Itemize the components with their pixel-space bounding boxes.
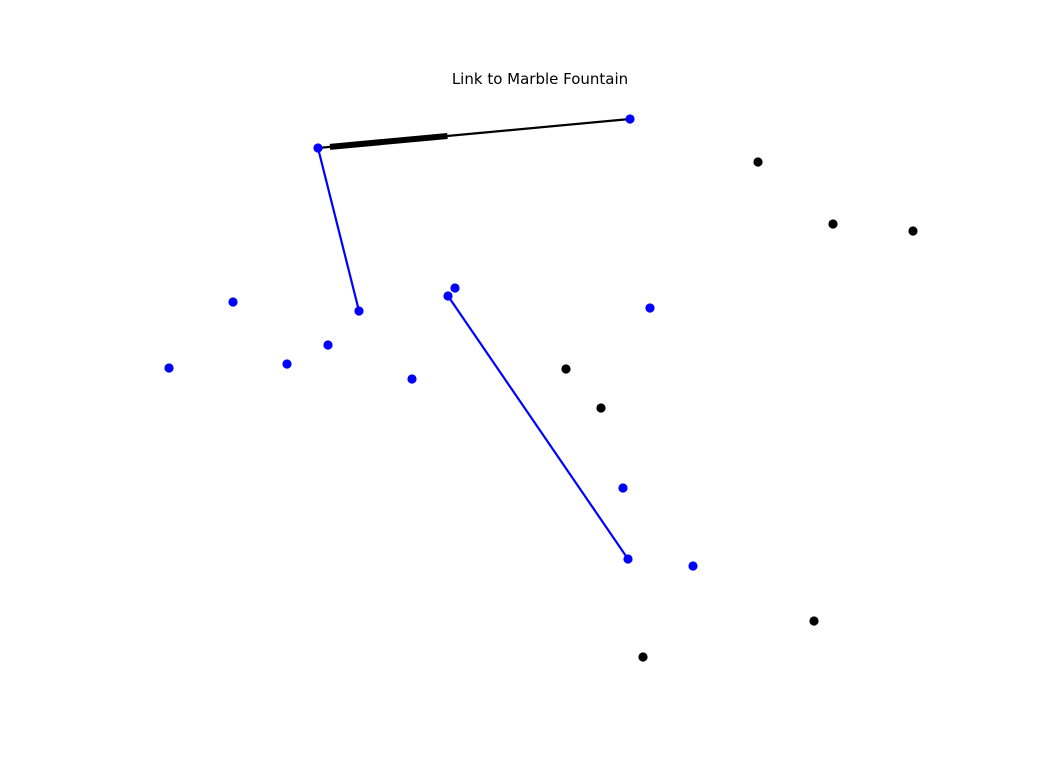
node-n11 xyxy=(164,363,174,373)
node-n4 xyxy=(828,219,838,229)
node-n3 xyxy=(753,157,763,167)
node-n19 xyxy=(688,561,698,571)
node-n8 xyxy=(443,291,453,301)
edges-layer xyxy=(316,117,631,560)
node-n10 xyxy=(645,303,655,313)
node-n2 xyxy=(625,114,635,124)
node-n14 xyxy=(407,374,417,384)
node-n16 xyxy=(596,403,606,413)
nodes-layer xyxy=(164,114,918,662)
node-n9 xyxy=(228,297,238,307)
edge-n1-n6 xyxy=(316,147,361,312)
node-n5 xyxy=(908,226,918,236)
node-n20 xyxy=(809,616,819,626)
node-n12 xyxy=(282,359,292,369)
node-n6 xyxy=(354,306,364,316)
node-n17 xyxy=(618,483,628,493)
diagram-title: Link to Marble Fountain xyxy=(452,70,628,88)
node-n15 xyxy=(561,364,571,374)
node-n13 xyxy=(323,340,333,350)
node-n1 xyxy=(313,143,323,153)
node-n18 xyxy=(623,554,633,564)
node-n7 xyxy=(450,283,460,293)
edge-arrow-n1-n2 xyxy=(329,132,448,150)
node-n21 xyxy=(638,652,648,662)
edge-n8-n18 xyxy=(447,295,629,560)
